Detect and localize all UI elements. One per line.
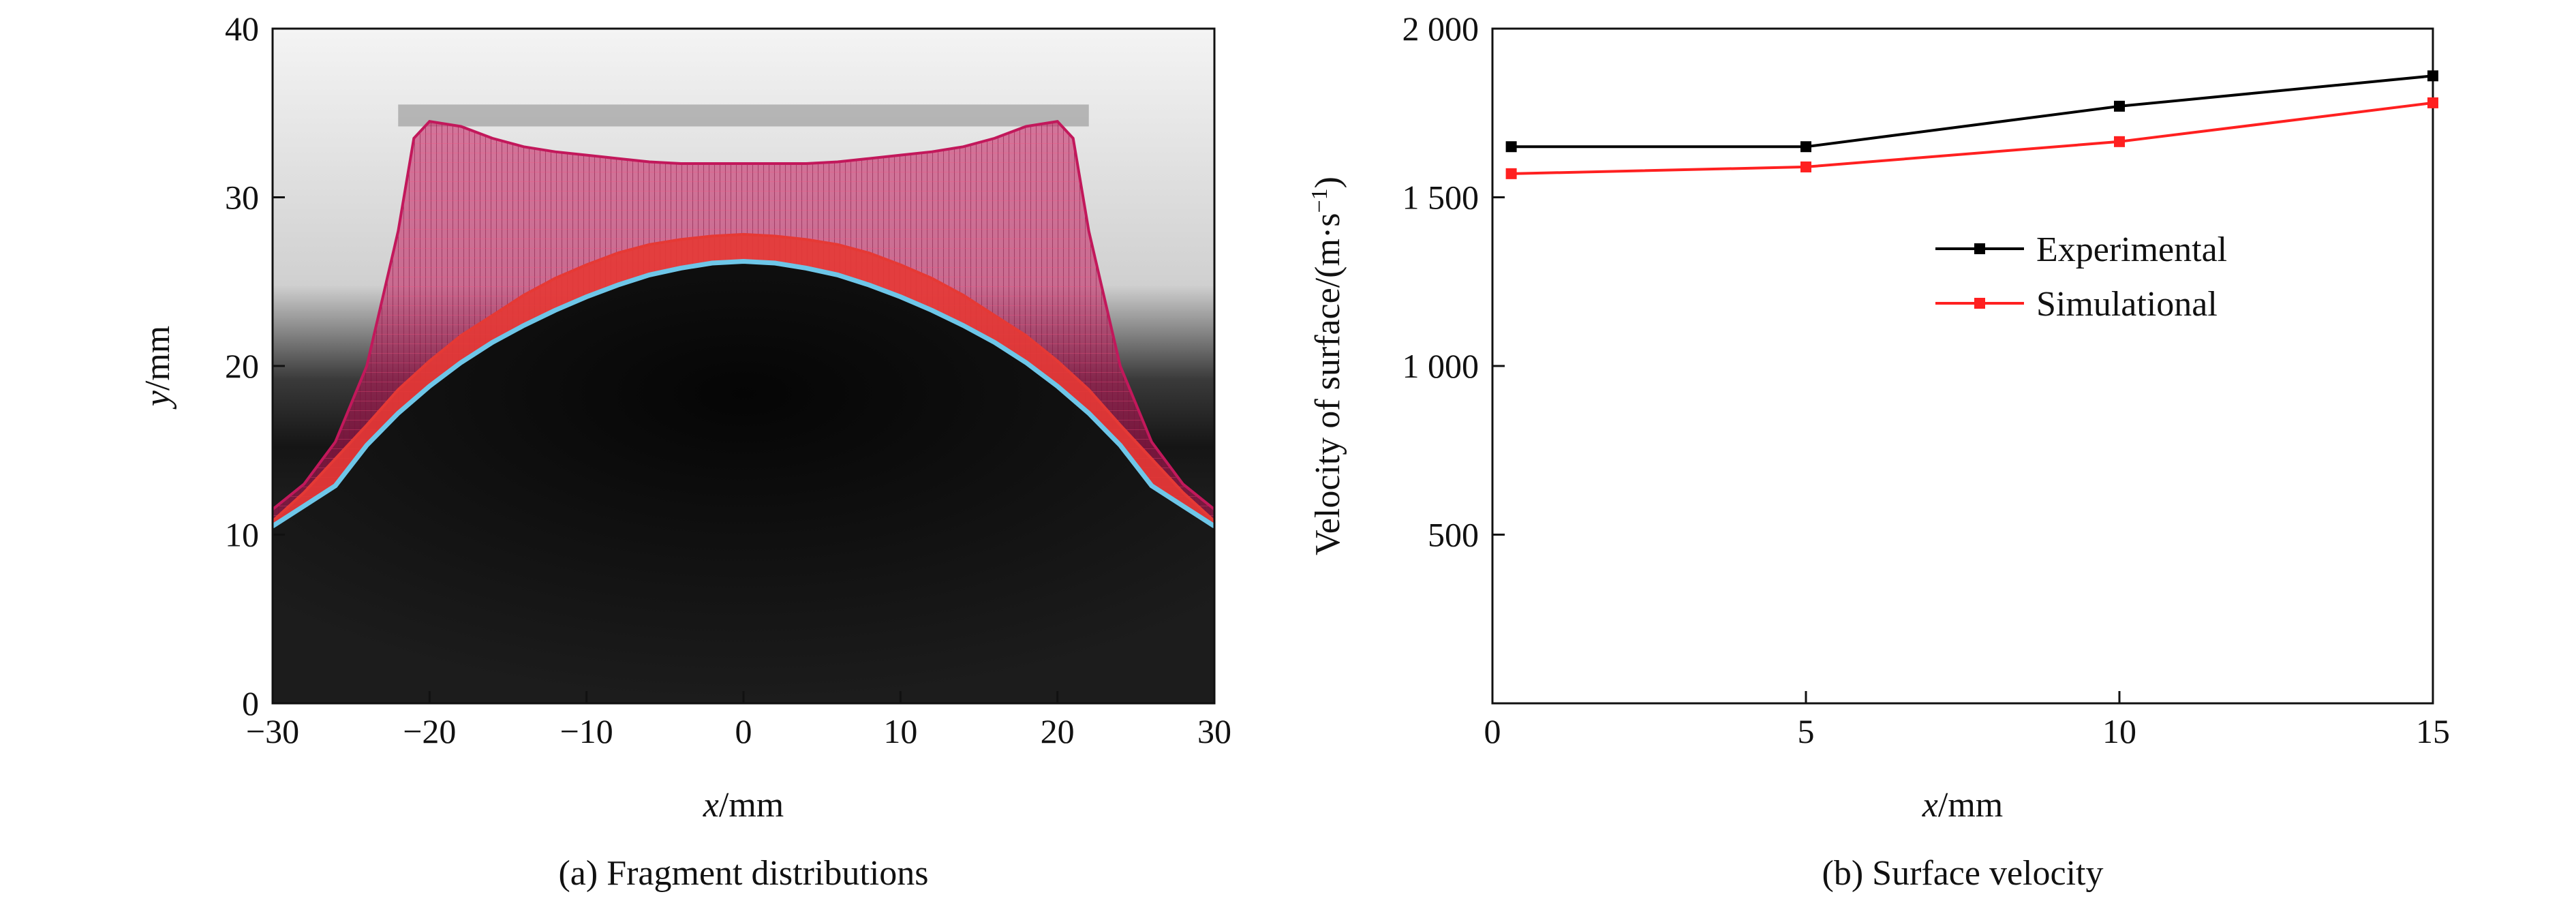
series-line-experimental (1511, 74, 2434, 149)
panel-a-y-tick-label: 20 (225, 347, 259, 385)
panel-a-y-tick-label: 40 (225, 10, 259, 48)
data-point-simulational (2114, 136, 2125, 147)
data-point-simulational (1505, 168, 1517, 179)
panel-b-plot-frame (1491, 27, 2434, 705)
fragment-radiograph-plot (273, 29, 1214, 703)
data-point-experimental (1800, 141, 1811, 153)
panel-a-x-tick-label: 30 (1197, 712, 1231, 750)
panel-a-y-tick-label: 10 (225, 516, 259, 554)
radiograph-upper-shadow (398, 104, 1089, 127)
panel-a-x-tick-label: −10 (560, 712, 613, 750)
panel-b-y-ticks: 500 1 000 1 500 2 000 (1402, 10, 1505, 554)
velocity-series (1505, 70, 2438, 179)
panel-b-x-tick-label: 10 (2102, 712, 2136, 750)
legend-label: Simulational (2036, 285, 2218, 324)
panel-a-x-axis-label: x/mm (703, 786, 784, 825)
panel-b-x-axis-label: x/mm (1922, 786, 2003, 825)
data-point-experimental (2427, 70, 2438, 82)
fragment-dark-mound (273, 261, 1214, 703)
panel-b-x-ticks: 0 5 10 15 (1484, 691, 2450, 750)
panel-b-caption: (b) Surface velocity (1822, 854, 2104, 893)
data-point-simulational (2427, 97, 2438, 108)
series-simulational (1505, 97, 2438, 179)
panel-a-y-tick-label: 30 (225, 179, 259, 217)
panel-a-fragment-distributions: −30 −20 −10 0 10 20 30 0 10 20 30 40 x/mm y/mm (a)… (138, 10, 1231, 893)
panel-b-y-tick-label: 2 000 (1402, 10, 1479, 48)
panel-a-y-ticks: 0 10 20 30 40 (225, 10, 285, 722)
legend-item-experimental: Experimental (1935, 230, 2227, 269)
fragment-outline-series (273, 119, 1214, 529)
legend-marker (1974, 298, 1985, 309)
panel-b-y-tick-label: 1 500 (1402, 179, 1479, 217)
panel-b-y-axis-label: Velocity of surface/(m·s−1) (1307, 177, 1348, 555)
legend-marker (1974, 243, 1985, 254)
fragment-series-line-0 (273, 119, 1214, 510)
panel-b-y-tick-label: 1 000 (1402, 347, 1479, 385)
series-line-simulational (1511, 101, 2434, 175)
panel-a-x-tick-label: 20 (1041, 712, 1075, 750)
panel-b-x-tick-label: 15 (2416, 712, 2450, 750)
data-point-simulational (1800, 161, 1811, 172)
series-experimental (1505, 70, 2438, 153)
panel-b-surface-velocity: 0 5 10 15 500 1 000 1 500 2 000 Experimental Si… (1307, 10, 2451, 893)
fragment-series-line-1 (273, 232, 1214, 523)
data-point-experimental (1505, 141, 1517, 153)
panel-a-y-axis-label: y/mm (138, 326, 177, 410)
panel-b-x-tick-label: 0 (1484, 712, 1501, 750)
legend-item-simulational: Simulational (1935, 285, 2218, 324)
panel-a-caption: (a) Fragment distributions (558, 854, 928, 893)
panel-b-x-tick-label: 5 (1798, 712, 1815, 750)
fragment-mesh-envelope (273, 121, 1214, 527)
panel-a-y-tick-label: 0 (242, 684, 259, 722)
legend-label: Experimental (2036, 230, 2227, 269)
panel-a-x-ticks: −30 −20 −10 0 10 20 30 (246, 691, 1231, 750)
fragment-series-line-2 (273, 258, 1214, 529)
fragment-red-band (273, 234, 1214, 527)
panel-a-x-tick-label: 10 (883, 712, 917, 750)
panel-a-x-tick-label: 0 (735, 712, 752, 750)
panel-a-x-tick-label: −20 (403, 712, 456, 750)
panel-a-x-tick-label: −30 (246, 712, 299, 750)
panel-b-y-tick-label: 500 (1428, 516, 1479, 554)
legend: Experimental Simulational (1935, 230, 2227, 324)
data-point-experimental (2114, 100, 2125, 112)
